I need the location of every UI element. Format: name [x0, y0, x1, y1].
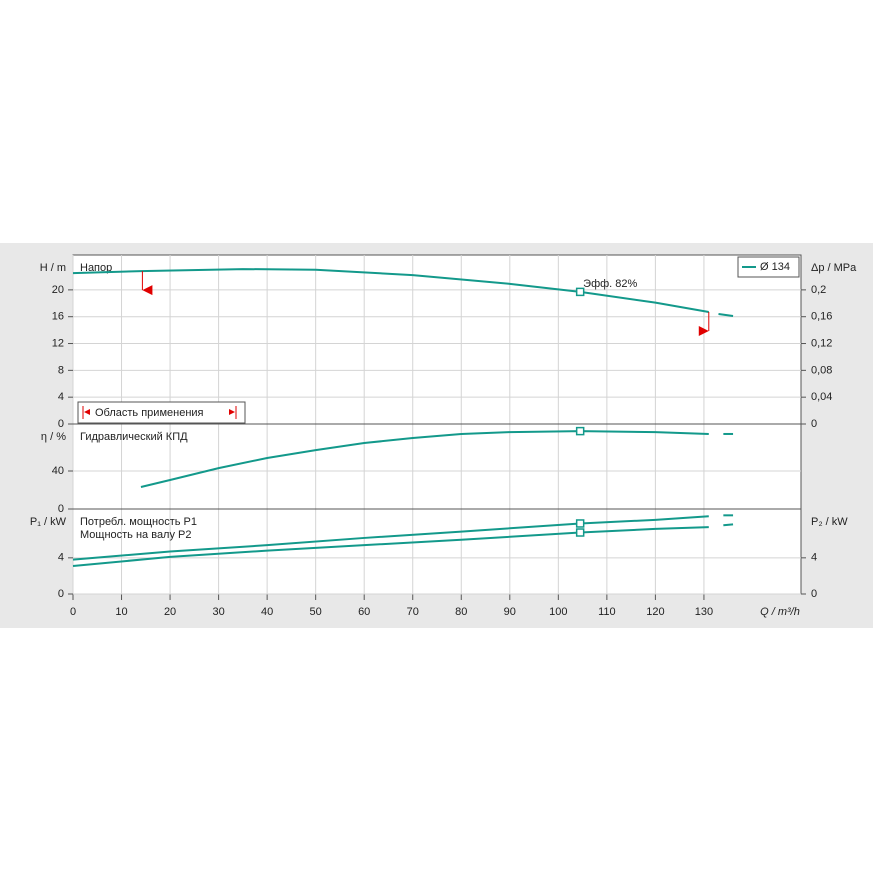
y2-tick-label: 4 [811, 552, 817, 564]
duty-point [575, 519, 585, 528]
line [72, 526, 709, 567]
range-arrow [229, 409, 235, 415]
x-tick-label: 10 [115, 606, 127, 618]
x-tick-label: 110 [598, 606, 616, 618]
y2-tick-label: 0,12 [811, 337, 832, 349]
x-tick-label: 90 [504, 606, 516, 618]
y2-tick-label: 0,04 [811, 391, 832, 403]
duty-point [575, 287, 585, 297]
range-label: Область применения [95, 407, 204, 419]
x-tick-label: 20 [164, 606, 176, 618]
series-label: Потребл. мощность P1 [80, 516, 197, 528]
x-tick-label: 40 [261, 606, 273, 618]
range-marker [698, 326, 709, 337]
y2-tick-label: 0,16 [811, 311, 832, 323]
line [72, 268, 709, 313]
x-tick-label: 120 [646, 606, 664, 618]
y-axis-label: P₁ / kW [30, 516, 67, 528]
y-tick-label: 20 [52, 284, 64, 296]
y-axis-label: η / % [41, 431, 66, 443]
legend-label: Ø 134 [760, 261, 790, 273]
range-box [77, 401, 246, 424]
y2-axis-label: Δp / MPa [811, 262, 857, 274]
legend-box [737, 256, 800, 278]
y-tick-label: 4 [58, 391, 64, 403]
x-tick-label: 70 [407, 606, 419, 618]
y-tick-label: 0 [58, 588, 64, 600]
series-label: Мощность на валу P2 [80, 529, 192, 541]
y-tick-label: 0 [58, 503, 64, 515]
y2-tick-label: 0,08 [811, 364, 832, 376]
range-arrow [84, 409, 90, 415]
duty-point [575, 426, 585, 436]
y-tick-label: 4 [58, 552, 64, 564]
y-tick-label: 8 [58, 364, 64, 376]
y-tick-label: 40 [52, 465, 64, 477]
y-tick-label: 16 [52, 311, 64, 323]
y-tick-label: 12 [52, 337, 64, 349]
x-tick-label: 60 [358, 606, 370, 618]
y-tick-label: 0 [58, 418, 64, 430]
x-tick-label: 130 [695, 606, 713, 618]
panel-label: Напор [80, 262, 112, 274]
line [72, 515, 709, 561]
x-tick-label: 80 [455, 606, 467, 618]
y-axis-label: H / m [40, 262, 66, 274]
y2-tick-label: 0,2 [811, 284, 826, 296]
panel-label: Гидравлический КПД [80, 431, 188, 443]
x-tick-label: 0 [70, 606, 76, 618]
x-tick-label: 100 [549, 606, 567, 618]
x-tick-label: 50 [310, 606, 322, 618]
line [723, 523, 734, 527]
y2-tick-label: 0 [811, 418, 817, 430]
line [140, 430, 709, 488]
annotation: Эфф. 82% [583, 278, 637, 290]
x-axis-label: Q / m³/h [760, 606, 800, 618]
x-tick-label: 30 [212, 606, 224, 618]
range-marker [142, 285, 153, 296]
line [718, 313, 734, 318]
y2-tick-label: 0 [811, 588, 817, 600]
y2-axis-label: P₂ / kW [811, 516, 848, 528]
duty-point [575, 528, 585, 537]
